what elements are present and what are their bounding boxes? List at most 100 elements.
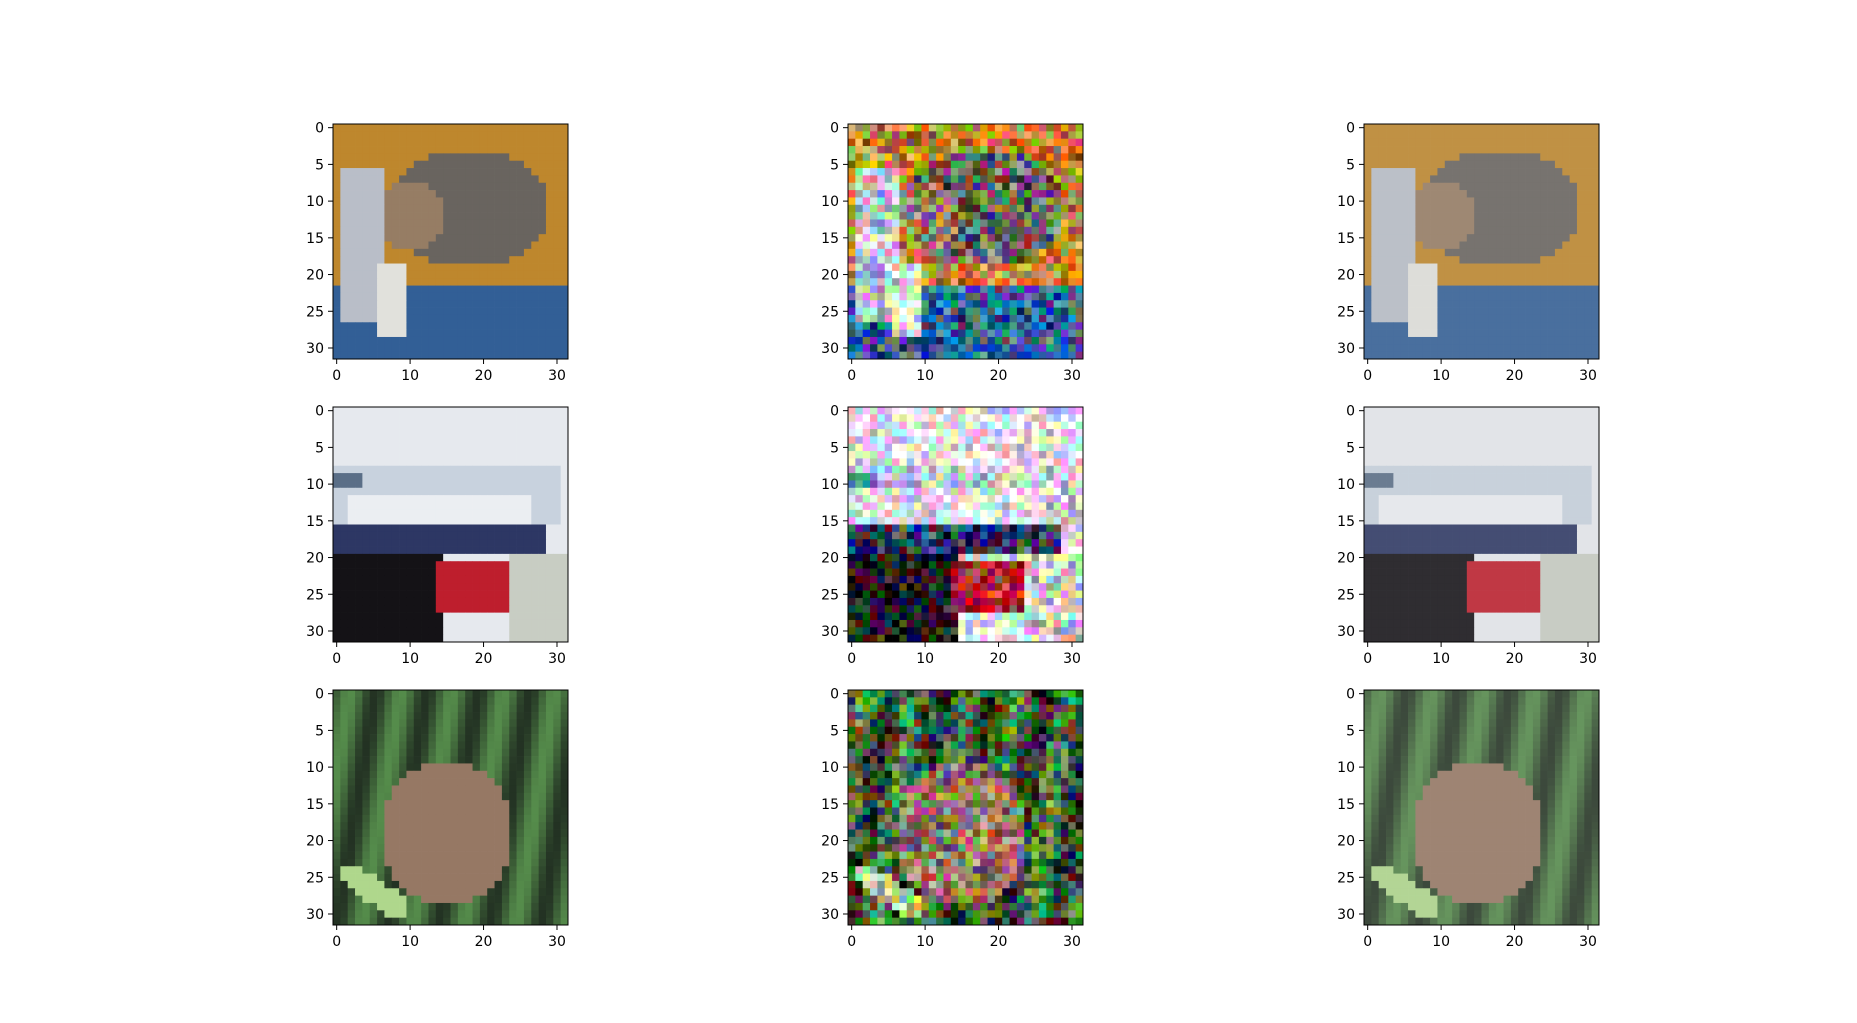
y-tick-label: 10 xyxy=(306,477,324,493)
x-tick-label: 20 xyxy=(1506,934,1524,950)
y-tick-label: 5 xyxy=(1346,157,1355,173)
x-tick-label: 20 xyxy=(990,934,1008,950)
y-tick-label: 5 xyxy=(315,440,324,456)
y-tick-label: 30 xyxy=(821,341,839,357)
x-tick-label: 0 xyxy=(1363,934,1372,950)
y-tick-label: 0 xyxy=(830,687,839,703)
x-tick-label: 10 xyxy=(1432,651,1450,667)
x-tick-label: 10 xyxy=(916,651,934,667)
y-tick-label: 25 xyxy=(1337,304,1355,320)
y-tick-label: 15 xyxy=(306,231,324,247)
panel-ship-original: 0 10 20 30 0 5 10 15 20 25 30 xyxy=(306,404,569,667)
y-tick-label: 25 xyxy=(306,587,324,603)
y-tick-label: 15 xyxy=(1337,231,1355,247)
x-tick-label: 30 xyxy=(1579,651,1597,667)
x-tick-label: 10 xyxy=(916,368,934,384)
y-tick-label: 20 xyxy=(1337,551,1355,567)
y-tick-label: 0 xyxy=(315,121,324,137)
x-tick-label: 30 xyxy=(1579,368,1597,384)
axes-frame xyxy=(1363,406,1600,643)
y-tick-label: 25 xyxy=(306,870,324,886)
y-tick-label: 5 xyxy=(830,723,839,739)
panel-frog-noisy: 0 10 20 30 0 5 10 15 20 25 30 xyxy=(821,687,1084,950)
panel-cat-original: 0 10 20 30 0 5 10 15 20 25 30 xyxy=(306,121,569,384)
y-tick-label: 5 xyxy=(1346,440,1355,456)
x-tick-label: 30 xyxy=(1063,368,1081,384)
y-tick-label: 25 xyxy=(306,304,324,320)
panel-cat-noisy: 0 10 20 30 0 5 10 15 20 25 30 xyxy=(821,121,1084,384)
x-tick-label: 30 xyxy=(548,934,566,950)
panel-ship-noisy: 0 10 20 30 0 5 10 15 20 25 30 xyxy=(821,404,1084,667)
x-tick-label: 30 xyxy=(548,651,566,667)
panel-ship-denoised: 0 10 20 30 0 5 10 15 20 25 30 xyxy=(1337,404,1600,667)
x-tick-label: 20 xyxy=(990,651,1008,667)
y-tick-label: 20 xyxy=(1337,834,1355,850)
y-tick-label: 5 xyxy=(315,723,324,739)
x-tick-label: 30 xyxy=(1063,651,1081,667)
panel-frog-original: 0 10 20 30 0 5 10 15 20 25 30 xyxy=(306,687,569,950)
y-tick-label: 20 xyxy=(306,268,324,284)
axes-frame xyxy=(1363,123,1600,360)
y-tick-label: 10 xyxy=(1337,194,1355,210)
x-tick-label: 30 xyxy=(1063,934,1081,950)
x-tick-label: 10 xyxy=(401,368,419,384)
y-tick-label: 15 xyxy=(306,514,324,530)
y-tick-label: 10 xyxy=(821,477,839,493)
y-tick-label: 30 xyxy=(306,624,324,640)
y-tick-label: 30 xyxy=(1337,341,1355,357)
x-tick-label: 10 xyxy=(401,934,419,950)
y-tick-label: 20 xyxy=(821,834,839,850)
x-tick-label: 20 xyxy=(990,368,1008,384)
y-tick-label: 5 xyxy=(830,157,839,173)
panel-image xyxy=(333,407,569,643)
axes-frame xyxy=(332,689,569,926)
panel-image xyxy=(333,690,569,926)
y-tick-label: 30 xyxy=(821,624,839,640)
x-tick-label: 20 xyxy=(475,934,493,950)
axes-frame xyxy=(332,406,569,643)
y-tick-label: 10 xyxy=(821,194,839,210)
y-tick-label: 10 xyxy=(306,760,324,776)
y-tick-label: 0 xyxy=(315,687,324,703)
y-tick-label: 0 xyxy=(1346,121,1355,137)
x-tick-label: 10 xyxy=(1432,934,1450,950)
y-tick-label: 0 xyxy=(1346,687,1355,703)
axes-frame xyxy=(847,689,1084,926)
x-tick-label: 0 xyxy=(847,934,856,950)
panel-image xyxy=(1364,407,1600,643)
panel-image xyxy=(848,407,1084,643)
y-tick-label: 25 xyxy=(821,870,839,886)
x-tick-label: 10 xyxy=(401,651,419,667)
x-tick-label: 30 xyxy=(548,368,566,384)
y-tick-label: 30 xyxy=(1337,907,1355,923)
panel-cat-denoised: 0 10 20 30 0 5 10 15 20 25 30 xyxy=(1337,121,1600,384)
y-tick-label: 5 xyxy=(1346,723,1355,739)
x-tick-label: 20 xyxy=(475,651,493,667)
y-tick-label: 0 xyxy=(315,404,324,420)
x-tick-label: 0 xyxy=(332,934,341,950)
x-tick-label: 0 xyxy=(847,368,856,384)
panel-image xyxy=(848,124,1084,360)
x-tick-label: 30 xyxy=(1579,934,1597,950)
y-tick-label: 30 xyxy=(1337,624,1355,640)
y-tick-label: 20 xyxy=(306,551,324,567)
y-tick-label: 15 xyxy=(821,514,839,530)
y-tick-label: 0 xyxy=(1346,404,1355,420)
y-tick-label: 0 xyxy=(830,404,839,420)
panel-image xyxy=(1364,124,1600,360)
x-tick-label: 10 xyxy=(916,934,934,950)
y-tick-label: 15 xyxy=(821,231,839,247)
x-tick-label: 20 xyxy=(475,368,493,384)
x-tick-label: 0 xyxy=(332,368,341,384)
y-tick-label: 25 xyxy=(1337,870,1355,886)
y-tick-label: 0 xyxy=(830,121,839,137)
y-tick-label: 10 xyxy=(1337,477,1355,493)
axes-frame xyxy=(332,123,569,360)
axes-frame xyxy=(1363,689,1600,926)
y-tick-label: 30 xyxy=(306,341,324,357)
axes-frame xyxy=(847,406,1084,643)
y-tick-label: 5 xyxy=(830,440,839,456)
panel-image xyxy=(333,124,569,360)
x-tick-label: 0 xyxy=(1363,368,1372,384)
